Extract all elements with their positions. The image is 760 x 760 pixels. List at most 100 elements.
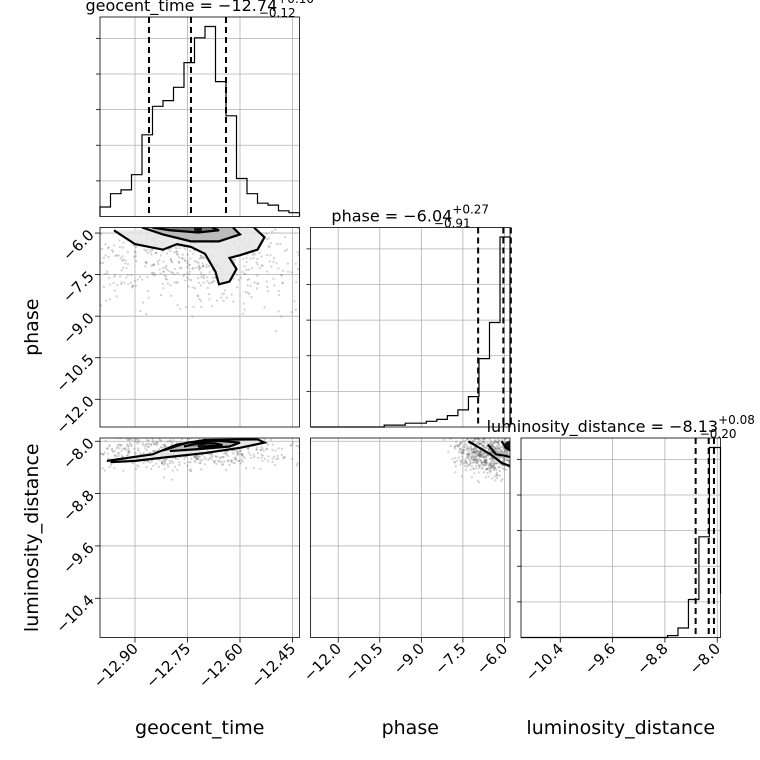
scatter-point <box>160 461 163 464</box>
scatter-point <box>492 464 495 468</box>
scatter-point <box>472 450 475 454</box>
scatter-point <box>210 305 214 308</box>
scatter-point <box>242 225 244 227</box>
scatter-point <box>222 292 226 295</box>
scatter-point <box>263 457 267 460</box>
scatter-point <box>511 456 513 458</box>
density-level-1 <box>487 444 510 457</box>
scatter-point <box>174 246 177 249</box>
scatter-point <box>497 448 500 451</box>
scatter-point <box>95 460 97 462</box>
scatter-point <box>505 450 509 453</box>
scatter-point <box>236 452 239 455</box>
scatter-point <box>144 260 147 264</box>
scatter-point <box>215 209 217 211</box>
scatter-point <box>113 454 116 458</box>
scatter-point <box>484 463 487 466</box>
scatter-point <box>462 462 465 465</box>
scatter-point <box>173 281 176 284</box>
scatter-point <box>151 438 154 441</box>
scatter-point <box>58 238 60 240</box>
scatter-point <box>477 438 480 441</box>
scatter-point <box>165 268 168 271</box>
scatter-point <box>221 463 224 466</box>
scatter-point <box>139 310 142 313</box>
scatter-point <box>85 260 87 262</box>
scatter-point <box>493 440 496 443</box>
scatter-point <box>502 451 505 454</box>
scatter-point <box>470 434 472 436</box>
scatter-point <box>454 465 457 468</box>
scatter-point <box>117 444 120 447</box>
scatter-point <box>492 467 495 470</box>
scatter-point <box>239 462 242 465</box>
scatter-point <box>240 452 243 455</box>
scatter-point <box>197 455 201 458</box>
scatter-point <box>150 212 152 214</box>
scatter-point <box>495 462 498 465</box>
title-sub: −0.12 <box>259 6 296 20</box>
scatter-point <box>230 460 233 464</box>
scatter-point <box>108 276 111 280</box>
x-axis-label-geocent_time: geocent_time <box>135 717 264 739</box>
scatter-point <box>201 198 203 200</box>
scatter-point <box>481 466 484 469</box>
scatter-point <box>141 301 145 304</box>
scatter-point <box>196 294 199 297</box>
scatter-point <box>213 461 216 464</box>
scatter-point <box>214 454 217 458</box>
scatter-point <box>225 450 228 453</box>
scatter-point <box>274 330 277 333</box>
scatter-point <box>126 453 130 457</box>
scatter-point <box>473 459 476 462</box>
scatter-point <box>470 458 473 461</box>
scatter-point <box>108 444 111 447</box>
scatter-point <box>482 454 485 457</box>
scatter-point <box>258 251 261 255</box>
scatter-point <box>150 467 153 470</box>
scatter-point <box>124 262 127 265</box>
scatter-point <box>120 449 123 452</box>
scatter-point <box>114 453 117 457</box>
scatter-point <box>261 459 264 462</box>
scatter-point <box>133 447 136 450</box>
scatter-point <box>277 290 280 293</box>
scatter-point <box>451 457 454 460</box>
scatter-point <box>483 438 486 441</box>
scatter-point <box>488 467 492 470</box>
scatter-point <box>206 280 209 283</box>
scatter-point <box>207 265 210 268</box>
scatter-point <box>268 246 271 249</box>
scatter-point <box>226 454 229 457</box>
scatter-point <box>476 452 479 455</box>
scatter-point <box>201 265 204 268</box>
scatter-point <box>242 312 245 315</box>
scatter-point <box>200 195 202 197</box>
scatter-point <box>472 451 475 454</box>
scatter-point <box>271 457 274 460</box>
scatter-point <box>464 443 467 446</box>
scatter-point <box>469 447 473 450</box>
scatter-point <box>510 456 512 458</box>
scatter-point <box>463 439 466 442</box>
scatter-point <box>92 458 94 460</box>
scatter-point <box>164 217 166 219</box>
scatter-point <box>294 308 298 311</box>
scatter-point <box>104 243 107 246</box>
scatter-point <box>91 271 93 273</box>
scatter-point <box>291 457 294 461</box>
scatter-point <box>166 282 170 285</box>
scatter-point <box>167 440 171 443</box>
scatter-point <box>154 273 157 277</box>
scatter-point <box>165 252 168 255</box>
scatter-point <box>468 458 471 461</box>
grid-joint <box>100 227 300 427</box>
scatter-point <box>497 438 500 441</box>
scatter-point <box>175 281 178 285</box>
scatter-point <box>146 460 150 463</box>
scatter-point <box>282 455 285 458</box>
scatter-point <box>480 461 483 464</box>
scatter-point <box>161 429 163 431</box>
scatter-point <box>208 298 211 301</box>
scatter-point <box>188 263 191 266</box>
